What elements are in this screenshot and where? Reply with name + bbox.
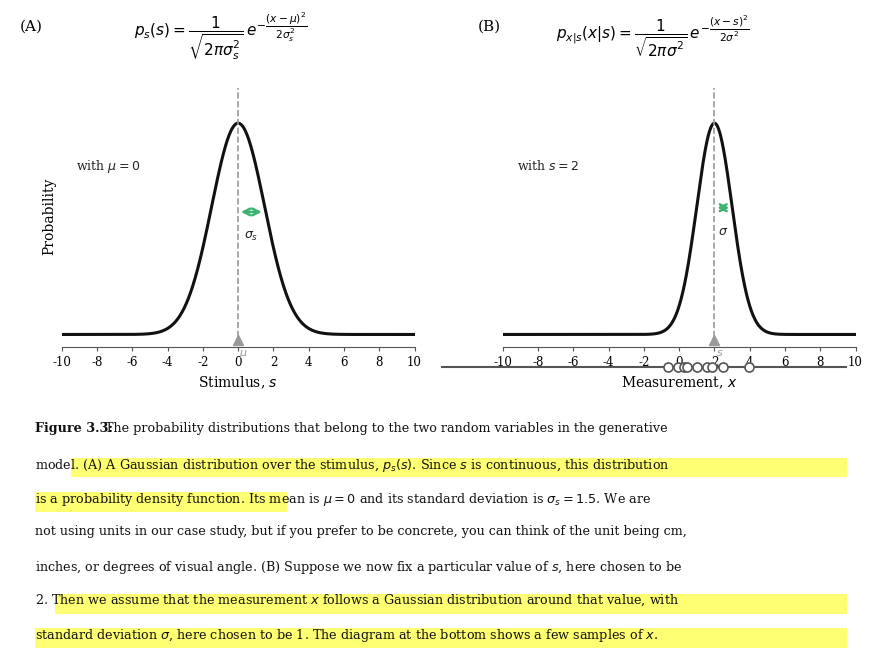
Text: $p_{x|s}(x|s) = \dfrac{1}{\sqrt{2\pi\sigma^2}}\, e^{-\dfrac{(x-s)^2}{2\sigma^2}}: $p_{x|s}(x|s) = \dfrac{1}{\sqrt{2\pi\sig… bbox=[556, 13, 750, 59]
Text: $p_s(s) = \dfrac{1}{\sqrt{2\pi\sigma_s^2}}\, e^{-\dfrac{(x-\mu)^2}{2\sigma_s^2}}: $p_s(s) = \dfrac{1}{\sqrt{2\pi\sigma_s^2… bbox=[134, 10, 307, 62]
Text: 2. Then we assume that the measurement $x$ follows a Gaussian distribution aroun: 2. Then we assume that the measurement $… bbox=[35, 593, 679, 608]
Text: standard deviation $\sigma$, here chosen to be 1. The diagram at the bottom show: standard deviation $\sigma$, here chosen… bbox=[35, 627, 659, 644]
Text: (A): (A) bbox=[19, 20, 42, 33]
Text: with $s = 2$: with $s = 2$ bbox=[517, 159, 579, 173]
Text: Figure 3.3:: Figure 3.3: bbox=[35, 422, 113, 436]
X-axis label: Stimulus, $s$: Stimulus, $s$ bbox=[198, 375, 278, 391]
Text: $\sigma_s$: $\sigma_s$ bbox=[244, 231, 258, 244]
Text: inches, or degrees of visual angle. (B) Suppose we now fix a particular value of: inches, or degrees of visual angle. (B) … bbox=[35, 559, 683, 576]
Text: with $\mu = 0$: with $\mu = 0$ bbox=[76, 158, 140, 175]
Text: $\mu$: $\mu$ bbox=[239, 348, 248, 360]
Text: (B): (B) bbox=[478, 20, 501, 33]
Text: The probability distributions that belong to the two random variables in the gen: The probability distributions that belon… bbox=[101, 422, 667, 436]
Text: is a probability density function. Its mean is $\mu = 0$ and its standard deviat: is a probability density function. Its m… bbox=[35, 491, 652, 508]
Text: not using units in our case study, but if you prefer to be concrete, you can thi: not using units in our case study, but i… bbox=[35, 525, 687, 538]
Y-axis label: Probability: Probability bbox=[42, 178, 56, 255]
Text: model. (A) A Gaussian distribution over the stimulus, $p_s(s)$. Since $s$ is con: model. (A) A Gaussian distribution over … bbox=[35, 457, 669, 474]
Text: $\sigma$: $\sigma$ bbox=[718, 225, 729, 238]
X-axis label: Measurement, $x$: Measurement, $x$ bbox=[621, 375, 737, 391]
Text: $s$: $s$ bbox=[716, 348, 723, 358]
